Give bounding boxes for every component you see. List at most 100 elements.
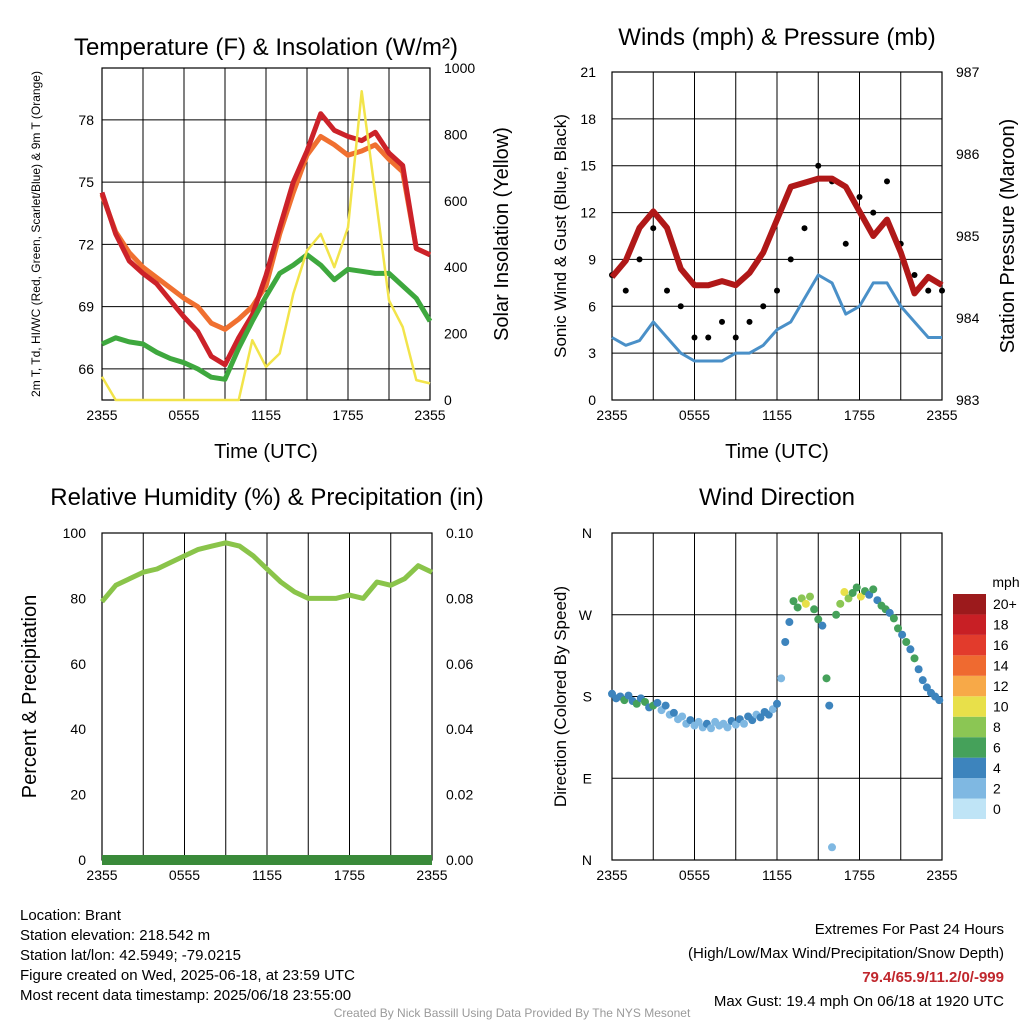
x-tick-label: 2355 [416, 867, 447, 883]
colorbar-label: 8 [993, 719, 1001, 735]
y-tick-label: 0 [78, 852, 86, 868]
y-tick-label: N [582, 525, 592, 541]
colorbar-swatch [953, 778, 986, 799]
y-tick-label: 0 [588, 392, 596, 408]
station-info: Location: Brant Station elevation: 218.5… [20, 906, 355, 1006]
colorbar-swatch [953, 696, 986, 717]
x-tick-label: 1755 [844, 867, 875, 883]
y-tick-label: 66 [78, 361, 94, 377]
direction-point [785, 618, 794, 627]
x-tick-label: 2355 [86, 867, 117, 883]
direction-point [914, 665, 923, 674]
y-right-tick-label: 0 [444, 392, 452, 408]
x-tick-label: 1155 [251, 407, 281, 423]
x-tick-label: 0555 [679, 867, 710, 883]
direction-point [885, 608, 894, 617]
colorbar-swatch [953, 675, 986, 697]
direction-point [840, 588, 849, 597]
direction-point [889, 614, 898, 623]
gust-point [705, 334, 712, 341]
gust-point [774, 287, 780, 294]
direction-point [641, 697, 649, 706]
y-right-tick-label: 200 [444, 326, 468, 342]
direction-point [828, 843, 836, 852]
direction-point [797, 594, 806, 603]
gust-point [719, 318, 725, 325]
gust-point [856, 193, 863, 200]
direction-point [781, 638, 790, 646]
direction-point [836, 599, 845, 608]
x-tick-label: 1155 [762, 867, 792, 883]
gust-point [911, 272, 918, 279]
y-tick-label: 69 [78, 299, 94, 315]
colorbar-swatch [953, 798, 986, 819]
credit-text: Created By Nick Bassill Using Data Provi… [333, 1006, 691, 1020]
direction-point [731, 720, 740, 729]
max-gust-text: Max Gust: 19.4 mph On 06/18 at 1920 UTC [713, 993, 1004, 1010]
direction-point [894, 624, 902, 633]
y-tick-label: 12 [580, 205, 596, 221]
gust-point [939, 287, 945, 294]
direction-point [848, 588, 857, 597]
direction-point [818, 621, 827, 630]
gust-point [636, 256, 643, 263]
gust-point [664, 287, 670, 294]
x-tick-label: 0555 [169, 867, 200, 883]
y-right-tick-label: 400 [444, 259, 468, 275]
created-text: Figure created on Wed, 2025-06-18, at 23… [20, 967, 355, 984]
direction-point [740, 719, 748, 728]
x-tick-label: 0555 [679, 407, 710, 423]
y-right-tick-label: 0.10 [446, 525, 473, 541]
chart-title: Winds (mph) & Pressure (mb) [618, 24, 935, 51]
direction-point [856, 592, 865, 601]
series-line [100, 540, 434, 604]
direction-point [865, 590, 874, 599]
chart-title: Wind Direction [699, 484, 855, 511]
y-right-axis-label: Solar Insolation (Yellow) [491, 127, 513, 341]
colorbar-swatch [953, 757, 986, 779]
direction-point [852, 583, 861, 592]
extremes-title: Extremes For Past 24 Hours [814, 921, 1004, 938]
y-tick-label: 80 [70, 590, 86, 606]
x-tick-label: 1155 [762, 407, 792, 423]
direction-point [873, 596, 882, 605]
y-tick-label: 9 [588, 251, 596, 267]
y-right-tick-label: 0.04 [446, 721, 473, 737]
y-tick-label: 21 [580, 64, 596, 80]
direction-point [773, 699, 781, 708]
colorbar-swatch [953, 614, 986, 635]
series-line [609, 175, 944, 297]
direction-point [723, 723, 732, 732]
gust-point [746, 318, 753, 325]
gust-point [622, 287, 629, 294]
colorbar-label: 10 [993, 699, 1009, 715]
direction-point [748, 716, 757, 725]
gust-point [842, 240, 849, 247]
y-tick-label: N [582, 852, 592, 868]
y-right-tick-label: 0.02 [446, 787, 473, 803]
direction-point [632, 699, 641, 708]
y-tick-label: E [583, 770, 592, 786]
series-line [99, 134, 432, 332]
direction-point [624, 691, 633, 700]
direction-point [686, 716, 695, 725]
y-axis-label: Sonic Wind & Gust (Blue, Black) [551, 114, 570, 358]
direction-point [694, 717, 703, 726]
gust-point [650, 225, 657, 232]
y-right-tick-label: 800 [444, 126, 468, 142]
direction-point [844, 594, 853, 603]
y-tick-label: S [583, 689, 592, 705]
direction-point [793, 603, 802, 612]
direction-point [822, 674, 831, 683]
direction-point [707, 724, 715, 733]
direction-point [669, 708, 678, 717]
colorbar-title: mph [992, 574, 1019, 590]
gust-point [801, 225, 808, 232]
recent-data-text: Most recent data timestamp: 2025/06/18 2… [20, 987, 352, 1004]
series-line [100, 89, 431, 402]
y-right-tick-label: 1000 [444, 60, 475, 76]
direction-point [661, 701, 670, 710]
colorbar-label: 6 [993, 739, 1001, 755]
elevation-text: Station elevation: 218.542 m [20, 927, 211, 944]
